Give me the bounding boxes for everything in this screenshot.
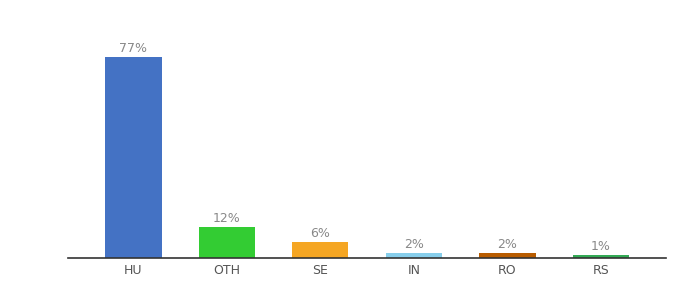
Text: 12%: 12% bbox=[213, 212, 241, 225]
Bar bbox=[573, 255, 629, 258]
Text: 1%: 1% bbox=[591, 240, 611, 253]
Text: 6%: 6% bbox=[311, 227, 330, 240]
Bar bbox=[199, 227, 255, 258]
Text: 2%: 2% bbox=[498, 238, 517, 251]
Bar bbox=[105, 57, 162, 258]
Bar bbox=[386, 253, 442, 258]
Bar bbox=[479, 253, 536, 258]
Bar bbox=[292, 242, 348, 258]
Text: 2%: 2% bbox=[404, 238, 424, 251]
Text: 77%: 77% bbox=[120, 42, 148, 55]
